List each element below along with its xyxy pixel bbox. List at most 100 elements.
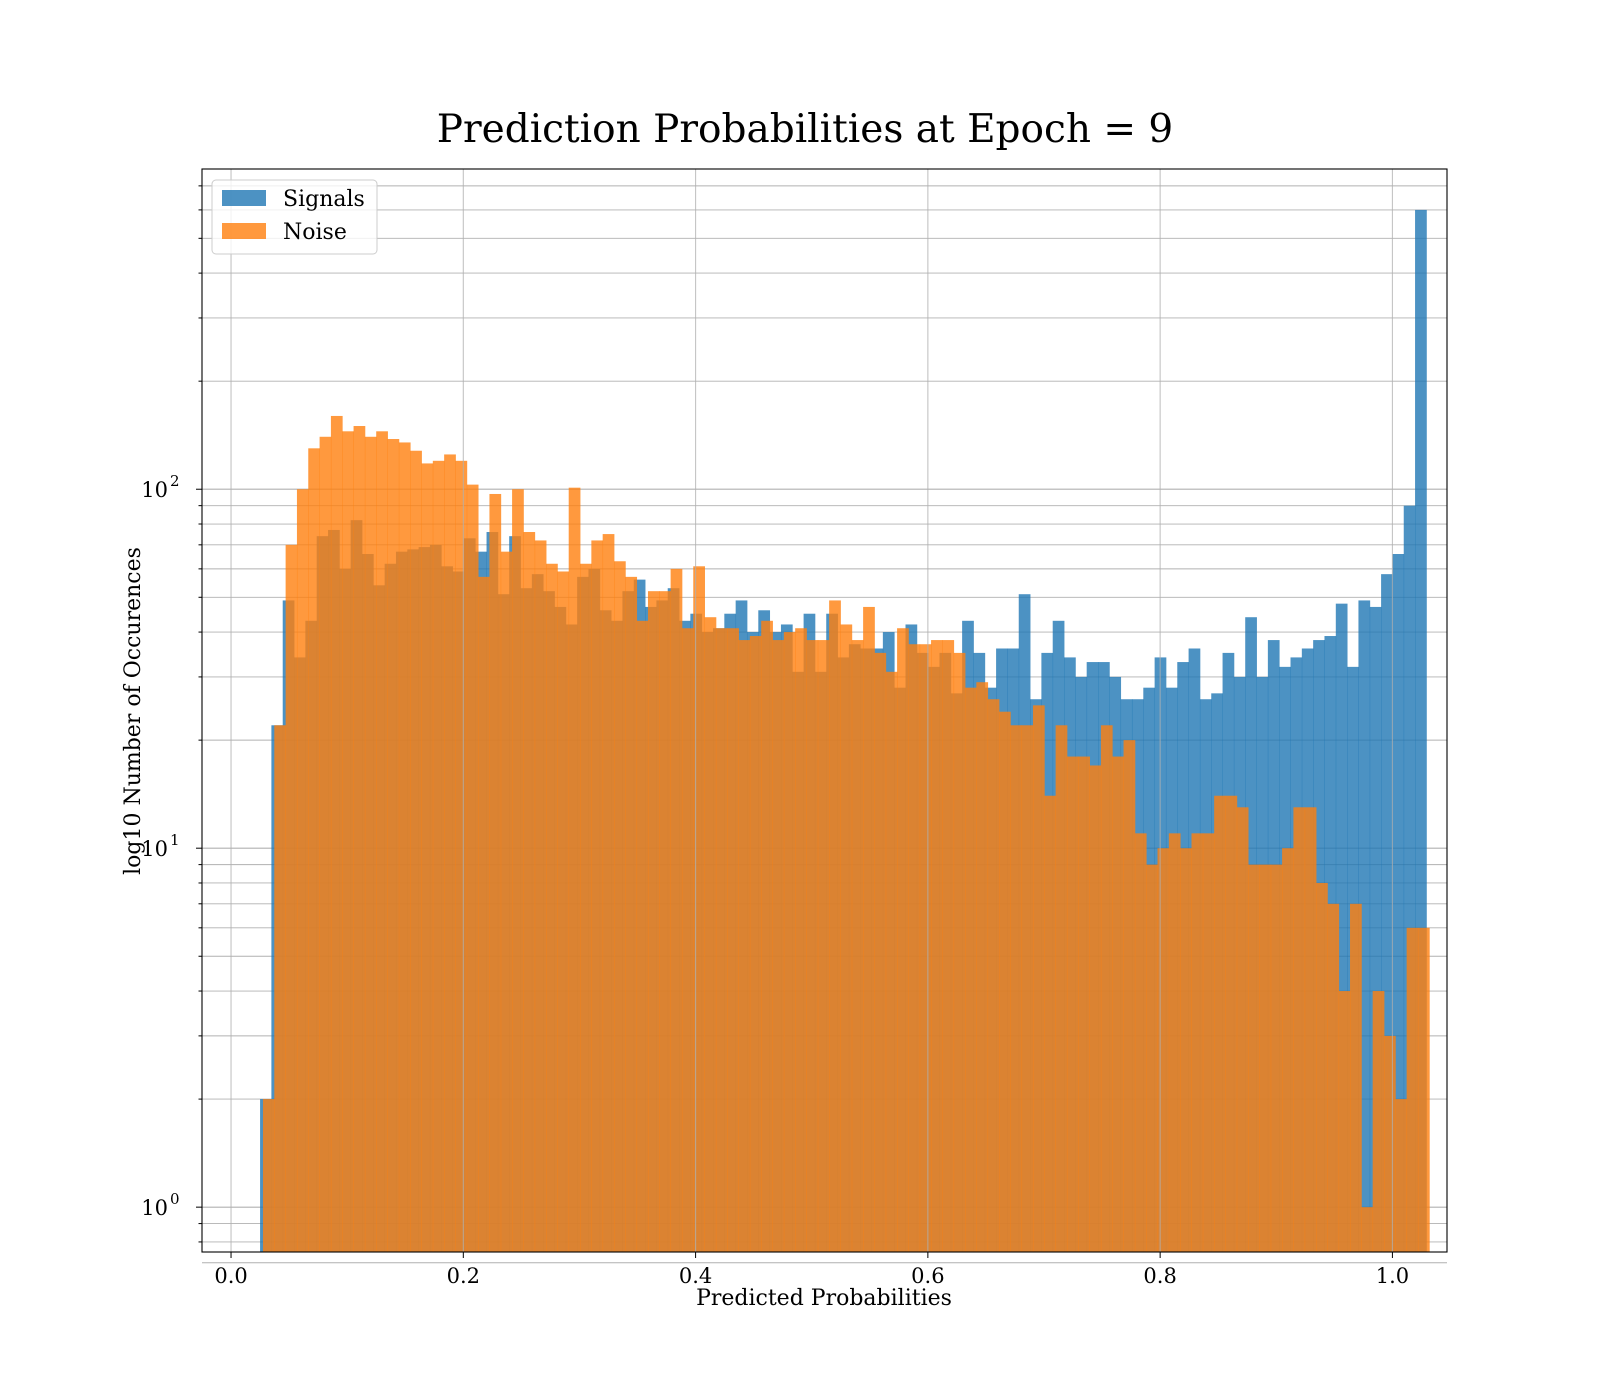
noise-bar xyxy=(602,534,615,1252)
noise-bars xyxy=(262,415,1430,1253)
noise-bar xyxy=(908,644,921,1252)
x-tick-label: 0.6 xyxy=(911,1264,944,1288)
noise-bar xyxy=(285,544,298,1252)
noise-bar xyxy=(1032,705,1045,1252)
signals-bar xyxy=(1392,554,1405,1252)
noise-bar xyxy=(795,628,807,1252)
noise-bar xyxy=(534,540,547,1252)
signals-bar xyxy=(1369,606,1382,1252)
noise-bar xyxy=(478,576,490,1252)
noise-bar xyxy=(1214,795,1226,1252)
noise-bar xyxy=(353,426,366,1252)
noise-bar xyxy=(1112,756,1124,1252)
noise-bar xyxy=(965,687,977,1252)
noise-bar xyxy=(659,591,672,1252)
legend-label-noise: Noise xyxy=(283,220,347,245)
noise-bar xyxy=(591,540,604,1252)
noise-bar xyxy=(1350,903,1362,1252)
noise-bar xyxy=(342,431,354,1253)
noise-bar xyxy=(1168,833,1181,1252)
y-tick-exponent: 2 xyxy=(170,472,180,490)
noise-bar xyxy=(1123,740,1136,1252)
plot-frame xyxy=(201,168,1448,1253)
noise-bar xyxy=(1191,833,1204,1252)
noise-bar xyxy=(512,489,524,1252)
x-grid-overlay xyxy=(230,169,1393,1252)
noise-bar xyxy=(749,636,762,1252)
y-tick-label: 10 xyxy=(141,837,168,861)
signals-bar xyxy=(1415,209,1427,1252)
noise-bar xyxy=(829,600,841,1252)
x-tick-label: 0.0 xyxy=(214,1264,247,1288)
noise-bar xyxy=(1293,807,1306,1252)
noise-bar xyxy=(806,640,819,1252)
noise-bar xyxy=(455,460,468,1252)
noise-bar xyxy=(1225,795,1238,1252)
noise-bar xyxy=(874,652,887,1252)
chart-title: Prediction Probabilities at Epoch = 9 xyxy=(437,107,1173,152)
noise-bar xyxy=(681,628,694,1252)
x-tick-label: 0.2 xyxy=(447,1264,480,1288)
legend-swatch-noise xyxy=(222,223,266,239)
x-axis-ticks: 0.0 0.2 0.4 0.6 0.8 1.0 xyxy=(214,1252,1409,1288)
noise-bar xyxy=(817,640,830,1252)
noise-bar xyxy=(1021,725,1034,1252)
noise-bar xyxy=(772,640,785,1252)
noise-bar xyxy=(319,436,332,1252)
noise-bar xyxy=(1406,927,1419,1252)
signals-bar xyxy=(1335,603,1348,1252)
legend-label-signals: Signals xyxy=(283,187,365,212)
y-tick-label: 10 xyxy=(141,1196,168,1220)
noise-bar xyxy=(376,431,388,1253)
noise-bar xyxy=(738,640,751,1252)
noise-bar xyxy=(432,460,445,1252)
signals-bar xyxy=(1381,574,1393,1252)
noise-bar xyxy=(1316,882,1328,1252)
noise-bar xyxy=(1270,864,1283,1252)
noise-bar xyxy=(1146,864,1158,1252)
noise-bar xyxy=(410,450,422,1253)
noise-bar xyxy=(919,644,932,1252)
x-tick-label: 1.0 xyxy=(1376,1264,1409,1288)
legend-swatch-signals xyxy=(222,190,266,206)
noise-bar xyxy=(1383,1035,1396,1252)
y-tick-label: 10 xyxy=(141,478,168,502)
noise-bar xyxy=(330,415,343,1252)
noise-bar xyxy=(1010,725,1023,1252)
noise-bar xyxy=(840,624,853,1252)
noise-bar xyxy=(580,563,592,1252)
noise-bar xyxy=(715,628,728,1252)
noise-bar xyxy=(262,1099,275,1252)
noise-bar xyxy=(1157,848,1170,1252)
noise-bar xyxy=(489,493,502,1252)
noise-bar xyxy=(783,632,796,1252)
noise-bar xyxy=(885,671,898,1252)
noise-bar xyxy=(1236,807,1249,1252)
signals-bar xyxy=(1358,600,1371,1252)
noise-bar xyxy=(1417,927,1430,1252)
noise-bar xyxy=(274,725,287,1252)
noise-bar xyxy=(987,699,1000,1252)
noise-bar xyxy=(1372,991,1385,1252)
noise-bar xyxy=(1338,991,1351,1252)
noise-bar xyxy=(1248,864,1260,1252)
noise-bar xyxy=(1055,725,1068,1252)
y-tick-exponent: 1 xyxy=(170,831,180,849)
signals-bar xyxy=(1403,505,1416,1252)
noise-bar xyxy=(976,682,989,1252)
noise-bar xyxy=(1395,1099,1408,1252)
y-tick-exponent: 0 xyxy=(170,1190,180,1208)
noise-bar xyxy=(1202,833,1215,1252)
noise-bar xyxy=(557,571,570,1252)
noise-bar xyxy=(1066,756,1079,1252)
noise-bar xyxy=(931,640,943,1252)
noise-bar xyxy=(851,640,864,1252)
noise-bar xyxy=(636,620,649,1252)
noise-bar xyxy=(398,442,411,1252)
x-axis-label: Predicted Probabilities xyxy=(696,1286,952,1311)
noise-bar xyxy=(1327,903,1340,1252)
noise-bar xyxy=(998,711,1011,1252)
noise-bar xyxy=(1078,756,1090,1252)
